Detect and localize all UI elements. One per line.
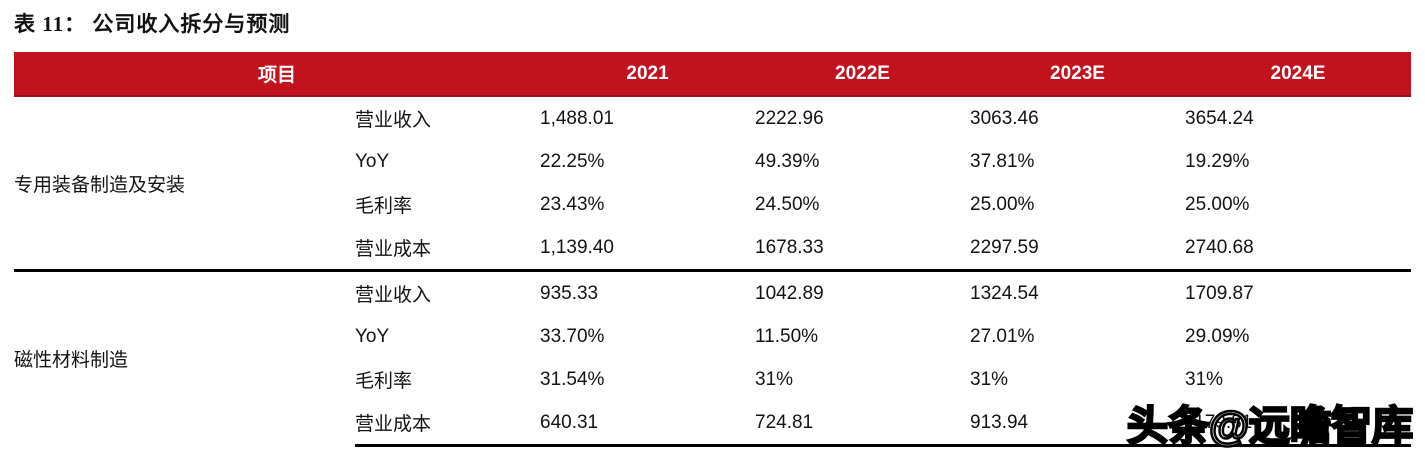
cell-value: 23.43% (540, 193, 605, 215)
cell-value: 3063.46 (970, 107, 1039, 129)
header-row: 项目 2021 2022E 2023E 2024E (14, 52, 1412, 97)
cell-value: 29.09% (1185, 325, 1250, 347)
table-row: 营业成本 1,139.40 1678.33 2297.59 2740.68 (14, 226, 1411, 271)
revenue-forecast-table: 项目 2021 2022E 2023E 2024E 专用装备制造及安装 营业收入… (14, 52, 1412, 447)
cell-value: 2297.59 (970, 236, 1039, 258)
metric-label: 毛利率 (355, 371, 413, 392)
metric-label: YoY (355, 150, 390, 172)
cell-value: 1042.89 (755, 269, 971, 315)
cell-value: 1324.54 (970, 269, 1186, 315)
column-header-2024e: 2024E (1185, 52, 1412, 97)
column-header-2021: 2021 (540, 52, 756, 97)
cell-value: 31% (755, 368, 794, 390)
cell-value: 37.81% (970, 150, 1035, 172)
cell-value: 33.70% (540, 325, 605, 347)
metric-label: 营业收入 (355, 269, 541, 315)
cell-value: 2222.96 (755, 107, 824, 129)
column-header-2023e: 2023E (970, 52, 1186, 97)
metric-label: 毛利率 (355, 196, 413, 217)
group-label-magnetic-materials: 磁性材料制造 (14, 269, 355, 446)
cell-value: 25.00% (1185, 193, 1250, 215)
metric-label: YoY (355, 325, 390, 347)
cell-value: 913.94 (970, 401, 1186, 447)
cell-value: 31% (970, 368, 1009, 390)
cell-value: 1709.87 (1185, 269, 1412, 315)
table-row: 磁性材料制造 营业收入 935.33 1042.89 1324.54 1709.… (14, 269, 1412, 446)
cell-value: 935.33 (540, 269, 756, 315)
cell-value: 11.50% (755, 325, 819, 347)
table-row: YoY 33.70% 11.50% 27.01% 29.09% (14, 315, 1411, 358)
metric-label: 营业收入 (355, 110, 432, 131)
table-row: 营业成本 640.31 724.81 913.94 1179.81 (14, 401, 1412, 447)
cell-value: 25.00% (970, 193, 1035, 215)
watermark-toutiao-yuanzhan: 头条@远瞻智库 (1126, 402, 1414, 451)
cell-value: 49.39% (755, 150, 820, 172)
cell-value: 27.01% (970, 325, 1035, 347)
column-header-2022e: 2022E (755, 52, 971, 97)
cell-value: 1179.81 (1185, 401, 1412, 447)
cell-value: 2740.68 (1185, 236, 1254, 258)
cell-value: 640.31 (540, 401, 756, 447)
group-label-special-equipment: 专用装备制造及安装 (14, 174, 186, 196)
metric-label: 营业成本 (355, 401, 541, 447)
metric-label: 营业成本 (355, 239, 432, 260)
table-title: 表 11： 公司收入拆分与预测 (14, 12, 291, 36)
table-row: 专用装备制造及安装 营业收入 1,488.01 2222.96 3063.46 … (14, 96, 1411, 196)
cell-value: 31% (1185, 368, 1224, 390)
cell-value: 1,139.40 (540, 236, 614, 258)
table-row: YoY 22.25% 49.39% 37.81% 19.29% (14, 140, 1411, 183)
cell-value: 1,488.01 (540, 107, 614, 129)
cell-value: 1678.33 (755, 236, 824, 258)
cell-value: 31.54% (540, 368, 605, 390)
table-row: 毛利率 31.54% 31% 31% 31% (14, 358, 1411, 401)
cell-value: 24.50% (755, 193, 820, 215)
column-header-project: 项目 (14, 52, 541, 97)
cell-value: 19.29% (1185, 150, 1250, 172)
cell-value: 22.25% (540, 150, 605, 172)
cell-value: 3654.24 (1185, 107, 1254, 129)
table-row: 毛利率 23.43% 24.50% 25.00% 25.00% (14, 183, 1411, 226)
cell-value: 724.81 (755, 401, 971, 447)
